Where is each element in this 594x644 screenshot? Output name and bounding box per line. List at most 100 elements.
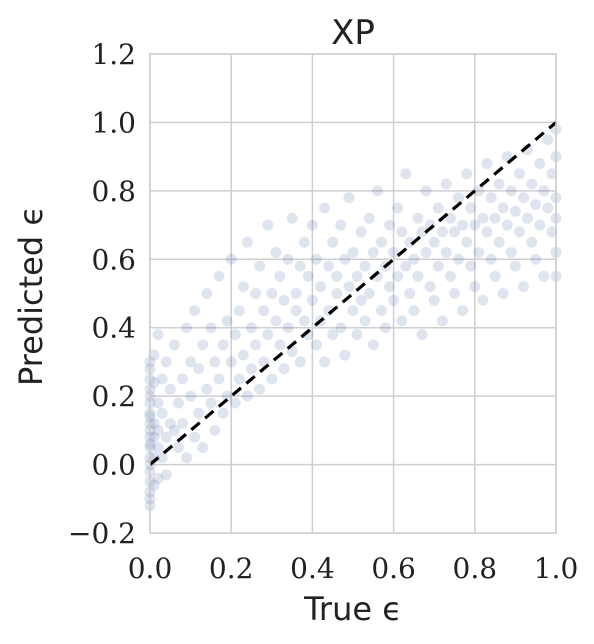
scatter-point bbox=[457, 219, 469, 231]
scatter-point bbox=[396, 315, 408, 327]
scatter-point bbox=[213, 373, 225, 385]
scatter-point bbox=[148, 479, 160, 491]
scatter-point bbox=[237, 349, 249, 361]
scatter-point bbox=[343, 281, 355, 293]
scatter-point bbox=[367, 339, 379, 351]
scatter-point bbox=[270, 246, 282, 258]
scatter-point bbox=[359, 315, 371, 327]
scatter-point bbox=[250, 339, 262, 351]
scatter-point bbox=[505, 185, 517, 197]
scatter-points bbox=[144, 123, 562, 512]
scatter-point bbox=[254, 383, 266, 395]
scatter-point bbox=[160, 356, 172, 368]
scatter-point bbox=[237, 281, 249, 293]
scatter-point bbox=[351, 270, 363, 282]
scatter-point bbox=[201, 383, 213, 395]
scatter-point bbox=[258, 305, 270, 317]
scatter-point bbox=[181, 452, 193, 464]
scatter-point bbox=[449, 288, 460, 299]
scatter-point bbox=[440, 246, 452, 258]
scatter-point bbox=[501, 219, 513, 231]
scatter-point bbox=[473, 185, 485, 197]
scatter-point bbox=[229, 329, 241, 341]
x-tick-labels: 0.0 0.2 0.4 0.6 0.8 1.0 bbox=[128, 552, 579, 585]
scatter-point bbox=[181, 322, 193, 334]
scatter-point bbox=[213, 270, 225, 282]
scatter-point bbox=[392, 270, 404, 282]
scatter-point bbox=[152, 441, 164, 453]
x-tick-label: 1.0 bbox=[534, 552, 579, 585]
scatter-point bbox=[359, 260, 371, 272]
plot-frame bbox=[149, 53, 557, 534]
scatter-point bbox=[392, 202, 404, 214]
y-tick-label: 1.2 bbox=[91, 38, 136, 71]
scatter-point bbox=[205, 322, 217, 334]
scatter-point bbox=[148, 376, 160, 388]
scatter-point bbox=[538, 185, 550, 197]
scatter-point bbox=[246, 363, 257, 375]
scatter-point bbox=[209, 356, 221, 368]
scatter-point bbox=[481, 226, 493, 238]
scatter-point bbox=[436, 315, 448, 327]
scatter-point bbox=[335, 322, 347, 334]
scatter-point bbox=[412, 212, 424, 224]
scatter-point bbox=[278, 363, 290, 375]
scatter-point bbox=[164, 383, 176, 395]
scatter-point bbox=[160, 469, 172, 481]
scatter-point bbox=[497, 288, 509, 299]
scatter-point bbox=[278, 294, 290, 306]
scatter-point bbox=[469, 219, 481, 231]
scatter-point bbox=[221, 315, 233, 327]
scatter-point bbox=[538, 270, 550, 282]
scatter-point bbox=[233, 305, 245, 317]
scatter-point bbox=[266, 373, 278, 385]
scatter-point bbox=[513, 168, 525, 180]
scatter-point bbox=[530, 199, 542, 211]
scatter-point bbox=[522, 212, 534, 224]
scatter-point bbox=[453, 192, 465, 204]
y-tick-labels: −0.2 0.0 0.2 0.4 0.6 0.8 1.0 1.2 bbox=[68, 38, 136, 550]
x-tick-label: 0.4 bbox=[290, 552, 335, 585]
scatter-point bbox=[250, 288, 262, 299]
scatter-point bbox=[310, 339, 322, 351]
scatter-point bbox=[388, 294, 400, 306]
scatter-point bbox=[148, 349, 160, 361]
scatter-point bbox=[428, 236, 440, 248]
scatter-point bbox=[542, 202, 554, 214]
scatter-point bbox=[526, 236, 538, 248]
y-axis-label: Predicted ϵ bbox=[12, 206, 50, 386]
scatter-point bbox=[217, 339, 229, 351]
x-tick-label: 0.2 bbox=[209, 552, 254, 585]
scatter-point bbox=[396, 226, 408, 238]
scatter-point bbox=[319, 202, 331, 214]
scatter-point bbox=[420, 185, 432, 197]
scatter-point bbox=[282, 322, 294, 334]
scatter-point bbox=[428, 294, 440, 306]
scatter-point bbox=[420, 246, 432, 258]
scatter-point bbox=[310, 253, 322, 265]
scatter-point bbox=[302, 270, 314, 282]
scatter-point bbox=[164, 418, 176, 430]
scatter-point bbox=[306, 294, 318, 306]
scatter-point bbox=[489, 270, 501, 282]
scatter-point bbox=[298, 236, 310, 248]
scatter-point bbox=[384, 219, 396, 231]
scatter-point bbox=[440, 178, 452, 190]
scatter-point bbox=[331, 288, 343, 299]
scatter-point bbox=[465, 260, 477, 272]
scatter-point bbox=[148, 418, 160, 430]
scatter-point bbox=[412, 270, 424, 282]
scatter-point bbox=[461, 236, 473, 248]
scatter-point bbox=[404, 288, 416, 299]
scatter-point bbox=[465, 202, 477, 214]
scatter-point bbox=[205, 397, 217, 409]
scatter-point bbox=[229, 397, 241, 409]
scatter-point bbox=[534, 157, 546, 169]
scatter-point bbox=[384, 281, 396, 293]
scatter-point bbox=[168, 424, 180, 436]
scatter-point bbox=[453, 253, 465, 265]
scatter-point bbox=[367, 246, 379, 258]
scatter-point bbox=[290, 305, 302, 317]
scatter-point bbox=[294, 260, 306, 272]
